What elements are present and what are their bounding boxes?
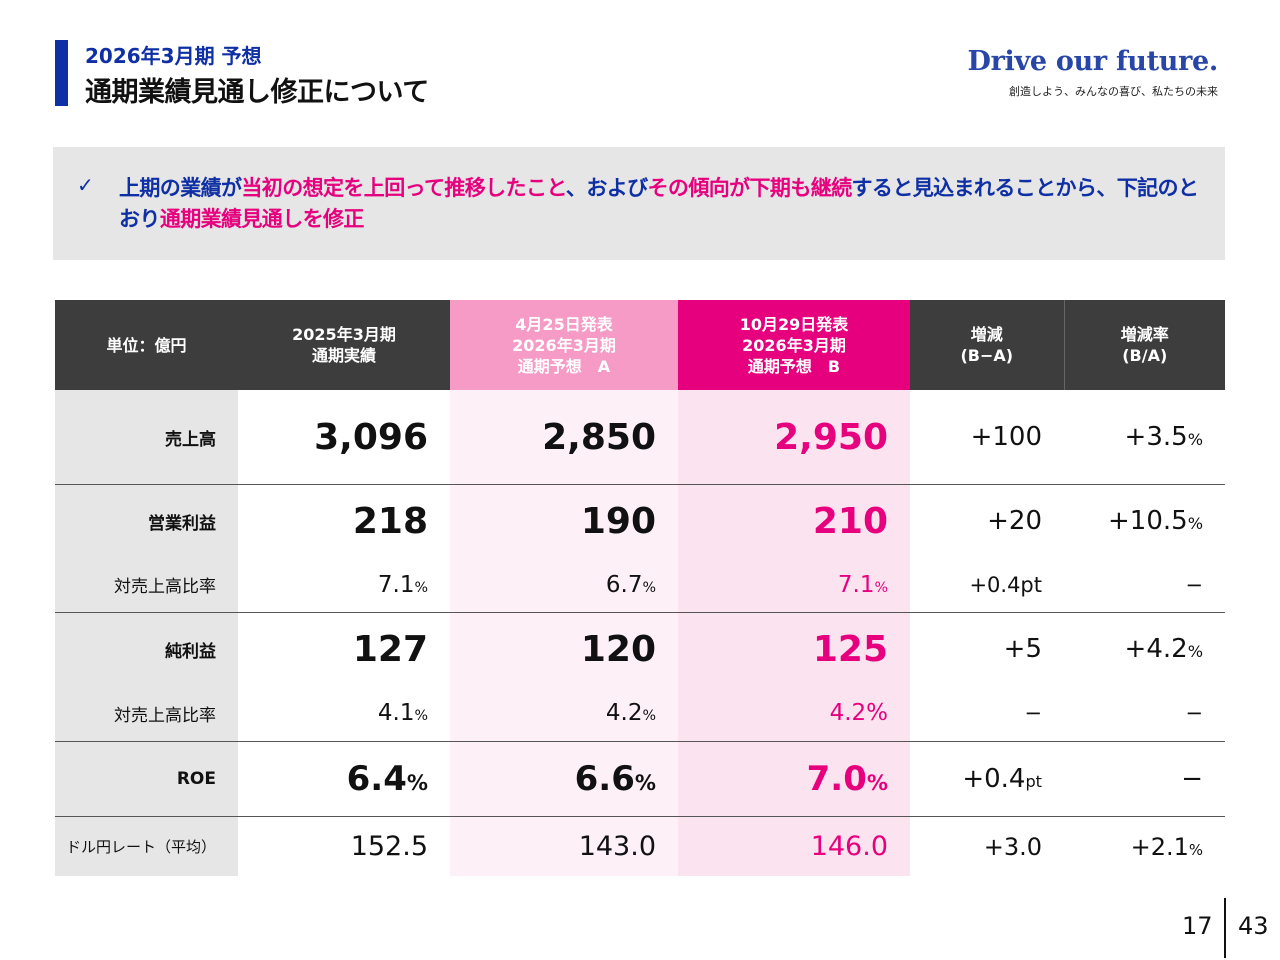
cell-forecast-a: 6.7%: [450, 557, 678, 613]
cell-forecast-a: 6.6%: [450, 741, 678, 817]
notice-seg: すると見込まれることから、下記のとおり: [119, 176, 1199, 231]
cell-diff: +100: [910, 390, 1064, 485]
row-net-margin: 対売上高比率 4.1% 4.2% 4.2% − −: [55, 685, 1225, 742]
notice-highlight: 当初の想定を上回って推移したこと: [241, 176, 566, 200]
row-roe: ROE 6.4% 6.6% 7.0% +0.4pt −: [55, 741, 1225, 817]
header-actual: 2025年3月期 通期実績: [238, 300, 450, 390]
cell-forecast-a: 4.2%: [450, 685, 678, 742]
row-sales: 売上高 3,096 2,850 2,950 +100 +3.5%: [55, 390, 1225, 485]
row-operating-profit: 営業利益 218 190 210 +20 +10.5%: [55, 484, 1225, 557]
notice-text: 上期の業績が当初の想定を上回って推移したこと、およびその傾向が下期も継続すると見…: [119, 173, 1209, 235]
row-label: 純利益: [55, 612, 238, 685]
forecast-table: 単位：億円 2025年3月期 通期実績 4月25日発表 2026年3月期 通期予想 A…: [55, 300, 1225, 876]
cell-actual: 152.5: [238, 816, 450, 876]
cell-forecast-b: 7.1%: [678, 557, 910, 613]
row-label: 対売上高比率: [55, 685, 238, 742]
cell-actual: 218: [238, 484, 450, 557]
cell-rate: +2.1%: [1064, 816, 1225, 876]
cell-diff: +0.4pt: [910, 741, 1064, 817]
cell-diff: +20: [910, 484, 1064, 557]
title-accent-bar: [55, 40, 68, 106]
cell-actual: 3,096: [238, 390, 450, 485]
notice-seg: 上期の業績が: [119, 176, 242, 200]
row-label: ドル円レート（平均）: [55, 816, 238, 876]
row-fx-rate: ドル円レート（平均） 152.5 143.0 146.0 +3.0 +2.1%: [55, 816, 1225, 876]
cell-rate: +4.2%: [1064, 612, 1225, 685]
notice-highlight: その傾向が下期も継続: [647, 176, 853, 200]
row-label: 営業利益: [55, 484, 238, 557]
cell-actual: 6.4%: [238, 741, 450, 817]
row-operating-margin: 対売上高比率 7.1% 6.7% 7.1% +0.4pt −: [55, 557, 1225, 613]
row-net-profit: 純利益 127 120 125 +5 +4.2%: [55, 612, 1225, 685]
cell-rate: −: [1064, 741, 1225, 817]
brand-subtext: 創造しよう、みんなの喜び、私たちの未来: [1009, 85, 1218, 98]
cell-rate: +3.5%: [1064, 390, 1225, 485]
cell-diff: +3.0: [910, 816, 1064, 876]
brand-block: Drive our future. 創造しよう、みんなの喜び、私たちの未来: [967, 46, 1219, 99]
header-diff: 増減 (B−A): [910, 300, 1064, 390]
checkmark-icon: ✓: [77, 173, 94, 197]
cell-forecast-b: 4.2%: [678, 685, 910, 742]
unit-header: 単位：億円: [55, 300, 238, 390]
row-label: 対売上高比率: [55, 557, 238, 613]
header-forecast-a: 4月25日発表 2026年3月期 通期予想 A: [450, 300, 678, 390]
cell-forecast-a: 120: [450, 612, 678, 685]
notice-highlight: 通期業績見通しを修正: [159, 207, 365, 231]
table-header-row: 単位：億円 2025年3月期 通期実績 4月25日発表 2026年3月期 通期予想 A…: [55, 300, 1225, 390]
page-number: 17: [1182, 912, 1213, 940]
cell-forecast-a: 2,850: [450, 390, 678, 485]
cell-forecast-a: 190: [450, 484, 678, 557]
notice-seg: 、および: [565, 176, 648, 200]
cell-forecast-a: 143.0: [450, 816, 678, 876]
cell-forecast-b: 2,950: [678, 390, 910, 485]
cell-rate: −: [1064, 557, 1225, 613]
cell-actual: 4.1%: [238, 685, 450, 742]
header-forecast-b: 10月29日発表 2026年3月期 通期予想 B: [678, 300, 910, 390]
cell-actual: 7.1%: [238, 557, 450, 613]
cell-forecast-b: 125: [678, 612, 910, 685]
header-rate: 増減率 (B/A): [1063, 300, 1225, 390]
brand-slogan: Drive our future.: [967, 46, 1219, 77]
cell-actual: 127: [238, 612, 450, 685]
cell-rate: +10.5%: [1064, 484, 1225, 557]
page-total: 43: [1238, 912, 1269, 940]
notice-box: ✓ 上期の業績が当初の想定を上回って推移したこと、およびその傾向が下期も継続する…: [53, 147, 1225, 260]
cell-forecast-b: 7.0%: [678, 741, 910, 817]
cell-forecast-b: 146.0: [678, 816, 910, 876]
page-subtitle: 2026年3月期 予想: [85, 44, 262, 68]
cell-rate: −: [1064, 685, 1225, 742]
page-divider: [1224, 898, 1226, 958]
page-title: 通期業績見通し修正について: [85, 77, 429, 108]
cell-diff: +5: [910, 612, 1064, 685]
row-label: ROE: [55, 741, 238, 817]
cell-diff: −: [910, 685, 1064, 742]
cell-forecast-b: 210: [678, 484, 910, 557]
row-label: 売上高: [55, 390, 238, 485]
cell-diff: +0.4pt: [910, 557, 1064, 613]
